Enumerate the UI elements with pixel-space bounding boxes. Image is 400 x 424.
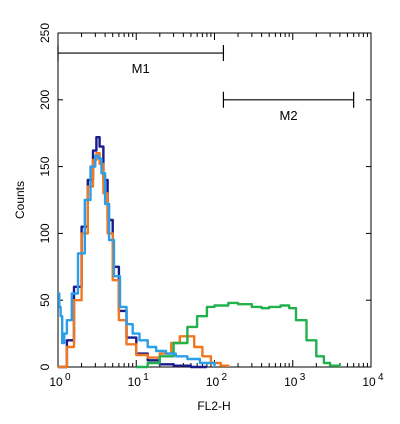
series-line-3 [136, 301, 342, 369]
y-tick-label: 0 [38, 363, 52, 370]
x-tick-label: 10 [362, 375, 376, 389]
x-tick-exponent: 4 [378, 372, 384, 383]
x-tick-exponent: 0 [65, 372, 71, 383]
series-line-2 [58, 152, 230, 369]
y-tick-label: 50 [38, 293, 52, 307]
marker-layer: M1 M2 [57, 45, 355, 123]
x-tick-exponent: 1 [143, 372, 149, 383]
x-tick-exponent: 2 [222, 372, 228, 383]
series-line-4 [58, 154, 216, 367]
x-axis-label: FL2-H [197, 399, 230, 413]
x-tick-label: 10 [206, 375, 220, 389]
y-tick-label: 100 [38, 223, 52, 243]
y-axis-label: Counts [13, 181, 27, 219]
y-tick-label: 200 [38, 89, 52, 109]
x-tick-label: 10 [49, 375, 63, 389]
y-tick-label: 250 [38, 23, 52, 43]
series-layer [58, 136, 342, 369]
x-tick-exponent: 3 [300, 372, 306, 383]
x-tick-label: 10 [128, 375, 142, 389]
x-tick-label: 10 [284, 375, 298, 389]
y-tick-label: 150 [38, 156, 52, 176]
marker-label-m1: M1 [132, 61, 150, 76]
marker-label-m2: M2 [279, 108, 297, 123]
axis-ticks [57, 32, 372, 368]
